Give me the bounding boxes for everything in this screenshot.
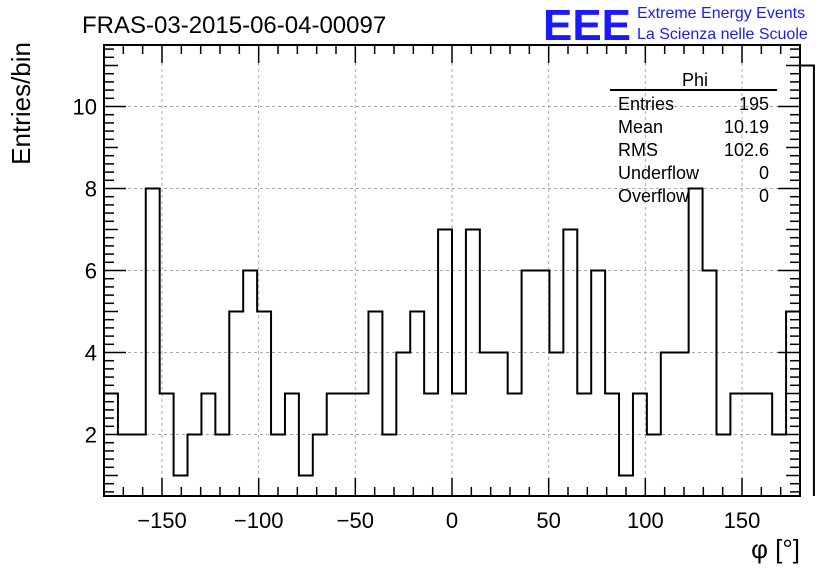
histogram-bin	[536, 271, 550, 497]
stats-value: 0	[759, 186, 769, 206]
histogram-bin	[327, 394, 341, 497]
histogram-bin	[313, 435, 327, 497]
x-tick-label: 100	[627, 508, 664, 533]
histogram-bin	[243, 271, 257, 497]
histogram-outline	[103, 187, 801, 496]
histogram-bin	[104, 394, 118, 497]
stats-label: RMS	[618, 140, 658, 160]
histogram-bin	[118, 435, 132, 497]
histogram-bin	[772, 435, 786, 497]
histogram-bin	[466, 230, 480, 497]
stats-label: Mean	[618, 117, 663, 137]
y-tick-label: 6	[85, 259, 97, 284]
histogram-bin	[271, 435, 285, 497]
histogram-bin	[382, 435, 396, 497]
x-tick-label: 50	[536, 508, 560, 533]
histogram-bin	[758, 394, 772, 497]
histogram-bin	[549, 353, 563, 497]
stats-label: Underflow	[618, 163, 700, 183]
histogram-bin	[257, 312, 271, 497]
histogram-bin	[424, 394, 438, 497]
x-tick-label: −100	[234, 508, 284, 533]
brand-line-1: Extreme Energy Events	[637, 5, 805, 22]
x-tick-label: 0	[446, 508, 458, 533]
chart-title: FRAS-03-2015-06-04-00097	[82, 12, 386, 39]
histogram-bin	[661, 353, 675, 497]
histogram-bin	[675, 353, 689, 497]
histogram-bin	[452, 394, 466, 497]
stats-value: 195	[739, 94, 769, 114]
histogram-bin	[703, 271, 717, 497]
overflow-bar	[799, 64, 815, 496]
histogram-bin	[522, 271, 536, 497]
histogram-bin	[146, 189, 160, 497]
eee-logo: EEE Extreme Energy Events La Scienza nel…	[543, 1, 808, 50]
histogram-bin	[480, 353, 494, 497]
histogram-bin	[689, 189, 703, 497]
x-tick-label: −150	[137, 508, 187, 533]
x-axis-label: φ [°]	[751, 534, 800, 564]
histogram-bin	[396, 353, 410, 497]
stats-value: 0	[759, 163, 769, 183]
eee-logo-text: EEE	[543, 1, 631, 50]
y-tick-label: 2	[85, 423, 97, 448]
x-axis-ticks: −150 −100 −50 0 50 100 150	[103, 45, 801, 533]
stats-value: 10.19	[724, 117, 769, 137]
histogram-bin	[577, 394, 591, 497]
histogram-bin	[132, 435, 146, 497]
histogram-bin	[716, 435, 730, 497]
histogram-bin	[188, 435, 202, 497]
x-tick-label: −50	[337, 508, 374, 533]
histogram-bin	[299, 476, 313, 497]
stats-rows: Entries 195 Mean 10.19 RMS 102.6 Underflow 0 Ove…	[618, 94, 769, 206]
y-tick-label: 4	[85, 341, 97, 366]
histogram-bin	[341, 394, 355, 497]
stats-label: Overflow	[618, 186, 690, 206]
histogram-bin	[201, 394, 215, 497]
histogram-bin	[368, 312, 382, 497]
stats-label: Entries	[618, 94, 674, 114]
histogram-bin	[355, 394, 369, 497]
x-tick-label: 150	[724, 508, 761, 533]
y-axis-label: Entries/bin	[6, 42, 36, 165]
histogram-bin	[647, 435, 661, 497]
histogram-bin	[591, 271, 605, 497]
stats-title: Phi	[682, 70, 708, 90]
histogram-bin	[215, 435, 229, 497]
histogram-bin	[563, 230, 577, 497]
histogram-bin	[786, 312, 800, 497]
histogram-bin	[508, 394, 522, 497]
histogram-bin	[494, 353, 508, 497]
y-axis-ticks: 2 4 6 8 10	[73, 48, 800, 493]
y-tick-label: 8	[85, 177, 97, 202]
histogram-bin	[229, 312, 243, 497]
histogram-bin	[744, 394, 758, 497]
brand-line-2: La Scienza nelle Scuole	[637, 26, 808, 43]
y-tick-label: 10	[73, 95, 97, 120]
histogram-bin	[174, 476, 188, 497]
stats-box: Phi Entries 195 Mean 10.19 RMS 102.6 Underflow…	[610, 70, 777, 206]
histogram-bin	[605, 394, 619, 497]
histogram-bin	[438, 230, 452, 497]
stats-value: 102.6	[724, 140, 769, 160]
histogram-bin	[285, 394, 299, 497]
histogram-bin	[410, 312, 424, 497]
